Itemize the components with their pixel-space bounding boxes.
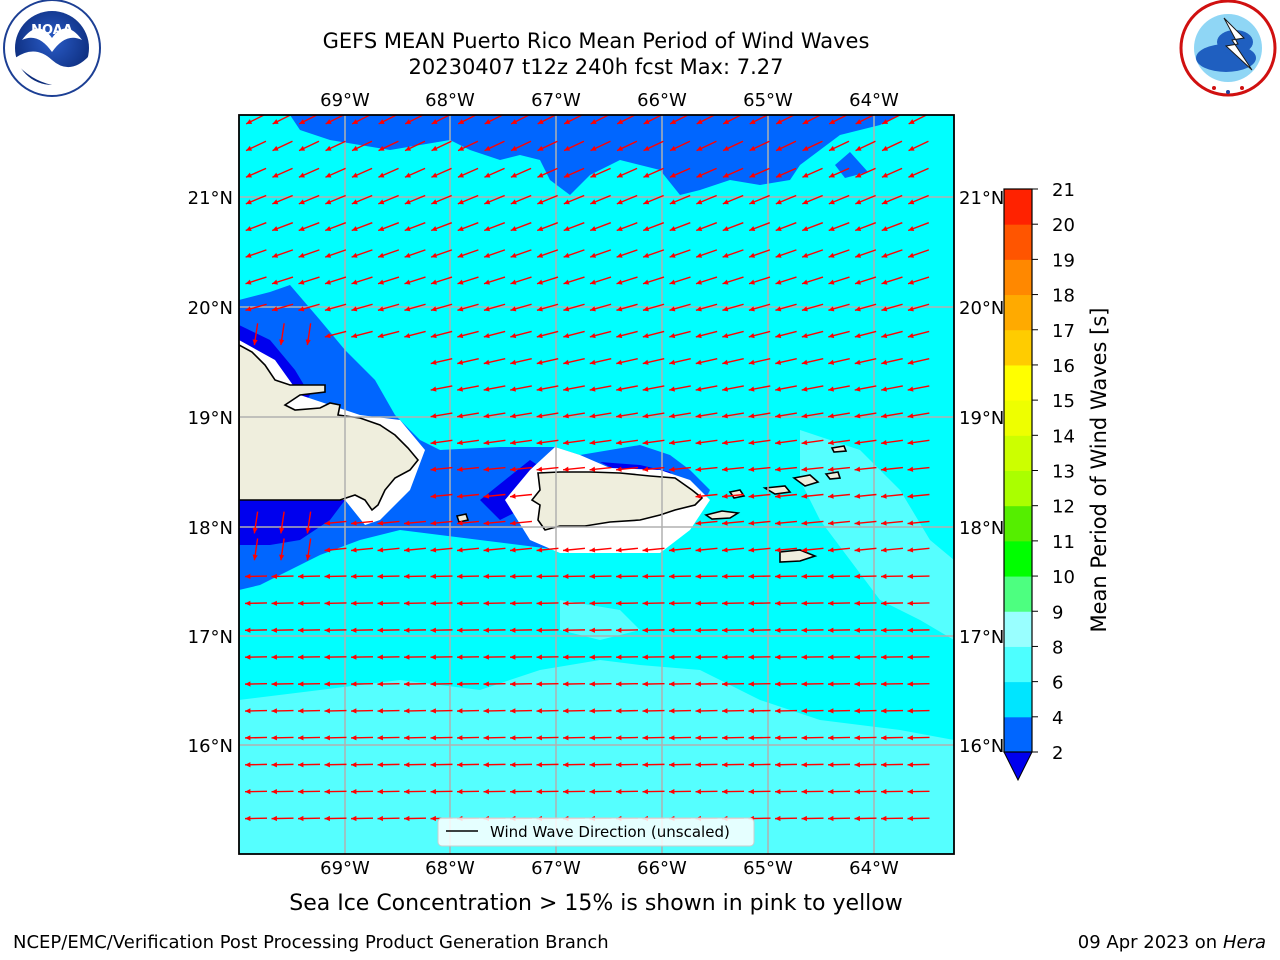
legend-label: Wind Wave Direction (unscaled)	[490, 823, 730, 841]
lat-label-left: 20°N	[188, 298, 233, 319]
colorbar-tick-label: 2	[1052, 743, 1063, 764]
colorbar-segment	[1004, 295, 1032, 331]
lon-label-top: 69°W	[320, 90, 370, 111]
arrow-legend: Wind Wave Direction (unscaled)	[438, 818, 754, 846]
lon-label-bottom: 66°W	[637, 858, 687, 879]
colorbar-tick-label: 9	[1052, 602, 1063, 623]
colorbar-segment	[1004, 576, 1032, 612]
colorbar-segment	[1004, 400, 1032, 436]
colorbar-segment	[1004, 506, 1032, 542]
lon-label-bottom: 68°W	[425, 858, 475, 879]
colorbar-tick-label: 11	[1052, 532, 1075, 553]
lon-label-top: 66°W	[637, 90, 687, 111]
colorbar-tick-label: 8	[1052, 637, 1063, 658]
lat-label-right: 17°N	[959, 627, 1004, 648]
longitude-labels-bottom: 69°W 68°W 67°W 66°W 65°W 64°W	[320, 858, 899, 879]
colorbar-under-triangle	[1004, 752, 1032, 780]
colorbar-segment	[1004, 611, 1032, 647]
colorbar-tick-label: 17	[1052, 321, 1075, 342]
lon-label-top: 67°W	[531, 90, 581, 111]
colorbar-tick-label: 15	[1052, 391, 1075, 412]
colorbar-segment	[1004, 471, 1032, 507]
colorbar-segment	[1004, 682, 1032, 718]
colorbar-segment	[1004, 330, 1032, 366]
colorbar-tick-label: 20	[1052, 215, 1075, 236]
colorbar: 2 4 6 8 9 10 11 12 13 14 15 16 17 18 19 20 21	[1004, 180, 1075, 780]
latitude-labels-right: 21°N 20°N 19°N 18°N 17°N 16°N	[959, 188, 1004, 757]
lat-label-left: 18°N	[188, 518, 233, 539]
colorbar-tick-label: 16	[1052, 356, 1075, 377]
colorbar-tick-label: 4	[1052, 708, 1063, 729]
colorbar-tick-label: 12	[1052, 497, 1075, 518]
colorbar-segment	[1004, 224, 1032, 260]
noaa-logo-icon: NOAA	[4, 0, 100, 96]
lat-label-right: 20°N	[959, 298, 1004, 319]
lat-label-right: 18°N	[959, 518, 1004, 539]
lon-label-top: 64°W	[849, 90, 899, 111]
lon-label-top: 68°W	[425, 90, 475, 111]
footer-date: 09 Apr 2023 on Hera	[1078, 932, 1266, 954]
colorbar-segment	[1004, 541, 1032, 577]
noaa-logo-text: NOAA	[31, 23, 73, 38]
lon-label-top: 65°W	[743, 90, 793, 111]
colorbar-segment	[1004, 646, 1032, 682]
colorbar-tick-label: 14	[1052, 426, 1075, 447]
colorbar-tick-label: 13	[1052, 462, 1075, 483]
colorbar-segment	[1004, 259, 1032, 295]
lon-label-bottom: 67°W	[531, 858, 581, 879]
lon-label-bottom: 65°W	[743, 858, 793, 879]
wave-period-map	[239, 114, 954, 854]
lat-label-left: 17°N	[188, 627, 233, 648]
lat-label-left: 16°N	[188, 736, 233, 757]
colorbar-label: Mean Period of Wind Waves [s]	[1087, 308, 1111, 633]
sea-ice-note: Sea Ice Concentration > 15% is shown in …	[238, 891, 954, 917]
colorbar-tick-label: 10	[1052, 567, 1075, 588]
footer-host: Hera	[1223, 932, 1266, 953]
footer-date-text: 09 Apr 2023 on	[1078, 932, 1223, 953]
longitude-labels-top: 69°W 68°W 67°W 66°W 65°W 64°W	[320, 90, 899, 111]
colorbar-segment	[1004, 189, 1032, 225]
nws-logo-icon	[1181, 1, 1275, 95]
colorbar-tick-label: 19	[1052, 250, 1075, 271]
lat-label-left: 19°N	[188, 408, 233, 429]
lat-label-left: 21°N	[188, 188, 233, 209]
lat-label-right: 16°N	[959, 736, 1004, 757]
colorbar-tick-label: 6	[1052, 673, 1063, 694]
footer-branch: NCEP/EMC/Verification Post Processing Pr…	[13, 932, 609, 954]
colorbar-tick-label: 21	[1052, 180, 1075, 201]
colorbar-tick-label: 18	[1052, 286, 1075, 307]
lat-label-right: 21°N	[959, 188, 1004, 209]
lon-label-bottom: 69°W	[320, 858, 370, 879]
lon-label-bottom: 64°W	[849, 858, 899, 879]
colorbar-segment	[1004, 365, 1032, 401]
latitude-labels-left: 21°N 20°N 19°N 18°N 17°N 16°N	[188, 188, 233, 757]
lat-label-right: 19°N	[959, 408, 1004, 429]
colorbar-segment	[1004, 717, 1032, 753]
colorbar-segment	[1004, 435, 1032, 471]
